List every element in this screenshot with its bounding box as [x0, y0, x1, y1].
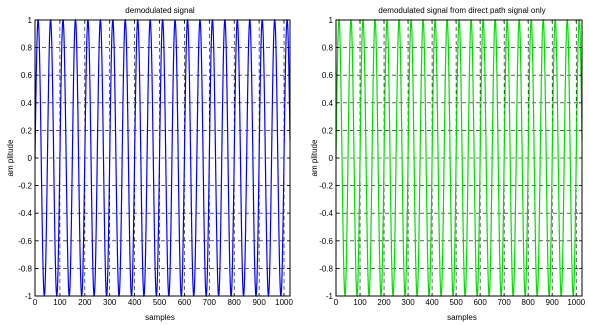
- chart-right-ytick-label: -0.8: [319, 264, 333, 273]
- chart-left-title: demodulated signal: [125, 6, 195, 15]
- chart-right-ytick-label: -0.4: [319, 209, 333, 218]
- chart-right-xtick-label: 0: [334, 298, 339, 307]
- chart-left-ytick-label: -0.2: [18, 182, 32, 191]
- chart-right-ytick-label: 0.4: [322, 99, 334, 108]
- chart-right-ytick-label: 1: [329, 16, 334, 25]
- chart-right-ytick-label: -1: [326, 292, 334, 301]
- chart-right-xtick-label: 600: [473, 298, 487, 307]
- chart-left-ytick-label: -1: [25, 292, 33, 301]
- chart-left-xtick-label: 800: [228, 298, 242, 307]
- chart-left-xtick-label: 500: [153, 298, 167, 307]
- chart-right-ytick-label: -0.2: [319, 182, 333, 191]
- chart-left-xtick-label: 400: [128, 298, 142, 307]
- chart-right-ytick-label: 0: [329, 154, 334, 163]
- chart-left-xtick-label: 200: [78, 298, 92, 307]
- chart-right-xtick-label: 400: [425, 298, 439, 307]
- chart-left-xtick-label: 700: [203, 298, 217, 307]
- chart-right-ticks: 0 100 200 300 400 500 600 700 800 900 1000 -1 -0.8 -0…: [319, 16, 585, 307]
- chart-right-ytick-label: 0.2: [322, 126, 334, 135]
- chart-left-xtick-label: 1000: [275, 298, 293, 307]
- chart-right-xtick-label: 1000: [567, 298, 585, 307]
- chart-left-ylabel: am plitude: [6, 139, 15, 176]
- chart-left-ytick-label: 1: [28, 16, 33, 25]
- chart-left-ytick-label: -0.8: [18, 264, 32, 273]
- chart-right-ytick-label: 0.6: [322, 71, 334, 80]
- chart-right-title: demodulated signal from direct path sign…: [378, 6, 545, 15]
- chart-left-xtick-label: 600: [178, 298, 192, 307]
- chart-left-xtick-label: 100: [53, 298, 67, 307]
- chart-left-xtick-label: 0: [33, 298, 38, 307]
- chart-right-xtick-label: 900: [546, 298, 560, 307]
- chart-left-ytick-label: 0.4: [21, 99, 33, 108]
- chart-left-ytick-label: 0.6: [21, 71, 33, 80]
- chart-right-ytick-label: 0.8: [322, 44, 334, 53]
- chart-left-xtick-label: 300: [103, 298, 117, 307]
- chart-left-ytick-label: -0.4: [18, 209, 32, 218]
- chart-right-xtick-label: 300: [401, 298, 415, 307]
- chart-right-xlabel: samples: [447, 313, 477, 322]
- chart-left: demodulated signal am plitude samples 0 1…: [6, 6, 293, 322]
- chart-left-ytick-label: 0: [28, 154, 33, 163]
- chart-left-ticks: 0 100 200 300 400 500 600 700 800 900 1000 -1 -0.8 -0…: [18, 16, 293, 307]
- chart-left-xtick-label: 900: [252, 298, 266, 307]
- chart-left-ytick-label: 0.2: [21, 126, 33, 135]
- chart-left-ytick-label: 0.8: [21, 44, 33, 53]
- chart-right-xtick-label: 200: [377, 298, 391, 307]
- chart-left-ytick-label: -0.6: [18, 237, 32, 246]
- chart-right-xtick-label: 700: [497, 298, 511, 307]
- chart-right: demodulated signal from direct path sign…: [310, 6, 586, 322]
- chart-left-xlabel: samples: [145, 313, 175, 322]
- chart-right-ylabel: am plitude: [310, 139, 319, 176]
- chart-right-ytick-label: -0.6: [319, 237, 333, 246]
- chart-right-xtick-label: 100: [353, 298, 367, 307]
- chart-right-xtick-label: 500: [449, 298, 463, 307]
- chart-right-xtick-label: 800: [522, 298, 536, 307]
